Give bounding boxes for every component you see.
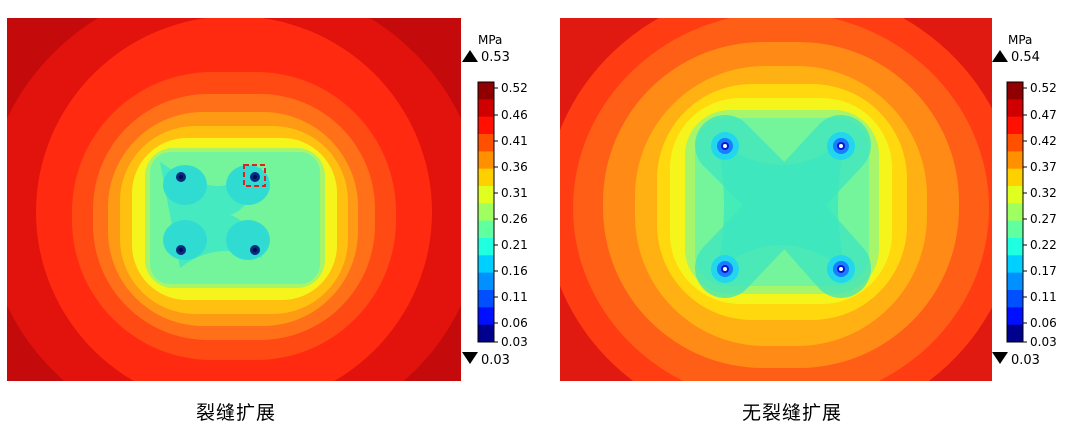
right-unit-label: MPa (1008, 33, 1032, 47)
left-colorbar-tick-label: 0.52 (501, 81, 528, 95)
right-colorbar-tick-label: 0.17 (1030, 264, 1057, 278)
right-colorbar-tick-label: 0.11 (1030, 290, 1057, 304)
left-crack-markers (176, 172, 260, 255)
right-colorbar-tick-label: 0.52 (1030, 81, 1057, 95)
left-stress-field (7, 18, 461, 381)
right-min-value: 0.03 (1011, 353, 1040, 368)
right-colorbar-tick-label: 0.37 (1030, 160, 1057, 174)
left-colorbar-segment (478, 186, 494, 204)
left-colorbar-frame (477, 81, 495, 343)
left-colorbar-tick-label: 0.06 (501, 316, 528, 330)
left-colorbar-segment (478, 116, 494, 135)
right-hole-markers (711, 132, 855, 283)
left-colorbar-segment (478, 290, 494, 308)
left-colorbar-segment (478, 168, 494, 187)
right-colorbar-segment (1007, 116, 1023, 135)
right-min-triangle-icon (992, 352, 1008, 364)
right-colorbar-segment (1007, 203, 1023, 222)
left-colorbar-segment (478, 82, 494, 100)
right-colorbar-segment (1007, 151, 1023, 170)
left-colorbar-tick-label: 0.03 (501, 335, 528, 349)
right-colorbar-tick-label: 0.42 (1030, 134, 1057, 148)
right-colorbar-segment (1007, 134, 1023, 152)
right-colorbar-segment (1007, 99, 1023, 118)
right-colorbar-tick-label: 0.47 (1030, 108, 1057, 122)
right-colorbar-tick-label: 0.32 (1030, 186, 1057, 200)
left-colorbar-tick-label: 0.36 (501, 160, 528, 174)
right-stress-field (560, 18, 992, 381)
left-colorbar: MPa 0.53 0.52 0.46 0.41 0.36 0.31 0.26 0.21 0.1… (462, 33, 528, 368)
left-contour-plot: MPa 0.53 0.52 0.46 0.41 0.36 0.31 0.26 0.21 0.1… (7, 18, 528, 381)
left-colorbar-segment (478, 238, 494, 256)
left-unit-label: MPa (478, 33, 502, 47)
left-colorbar-tick-label: 0.16 (501, 264, 528, 278)
left-colorbar-segment (478, 272, 494, 291)
right-colorbar-segment (1007, 307, 1023, 326)
right-colorbar-segment (1007, 168, 1023, 187)
left-colorbar-tick-label: 0.46 (501, 108, 528, 122)
crack-highlight-box (243, 164, 266, 187)
right-contour-plot: MPa 0.54 0.52 0.47 0.42 0.37 0.32 0.27 0.22 0.1… (560, 18, 1057, 381)
right-colorbar-segment (1007, 238, 1023, 256)
left-colorbar-segment (478, 307, 494, 326)
left-max-triangle-icon (462, 50, 478, 62)
right-colorbar-segment (1007, 82, 1023, 100)
left-colorbar-segment (478, 134, 494, 152)
right-colorbar-segment (1007, 324, 1023, 343)
right-colorbar-tick-label: 0.03 (1030, 335, 1057, 349)
left-colorbar-segment (478, 203, 494, 222)
left-max-value: 0.53 (481, 50, 510, 65)
right-colorbar-tick-label: 0.06 (1030, 316, 1057, 330)
left-colorbar-tick-label: 0.31 (501, 186, 528, 200)
left-colorbar-tick-label: 0.21 (501, 238, 528, 252)
right-max-value: 0.54 (1011, 50, 1040, 65)
right-colorbar-segment (1007, 272, 1023, 291)
left-colorbar-tick-label: 0.26 (501, 212, 528, 226)
left-colorbar-segment (478, 324, 494, 343)
left-min-triangle-icon (462, 352, 478, 364)
right-colorbar-segment (1007, 186, 1023, 204)
right-colorbar-tick-label: 0.27 (1030, 212, 1057, 226)
right-max-triangle-icon (992, 50, 1008, 62)
right-colorbar-segment (1007, 220, 1023, 239)
left-colorbar-segment (478, 220, 494, 239)
right-colorbar-frame (1006, 81, 1024, 343)
left-colorbar-tick-label: 0.41 (501, 134, 528, 148)
right-colorbar: MPa 0.54 0.52 0.47 0.42 0.37 0.32 0.27 0.22 0.1… (992, 33, 1057, 368)
left-colorbar-segment (478, 255, 494, 274)
left-colorbar-tick-label: 0.11 (501, 290, 528, 304)
left-min-value: 0.03 (481, 353, 510, 368)
left-caption: 裂缝扩展 (195, 402, 276, 424)
right-colorbar-tick-label: 0.22 (1030, 238, 1057, 252)
left-colorbar-segment (478, 99, 494, 118)
left-colorbar-segment (478, 151, 494, 170)
right-caption: 无裂缝扩展 (741, 402, 842, 424)
right-panel: MPa 0.54 0.52 0.47 0.42 0.37 0.32 0.27 0.22 0.1… (545, 0, 1090, 433)
right-colorbar-segment (1007, 255, 1023, 274)
right-colorbar-segment (1007, 290, 1023, 308)
left-panel: MPa 0.53 0.52 0.46 0.41 0.36 0.31 0.26 0.21 0.1… (7, 18, 528, 424)
